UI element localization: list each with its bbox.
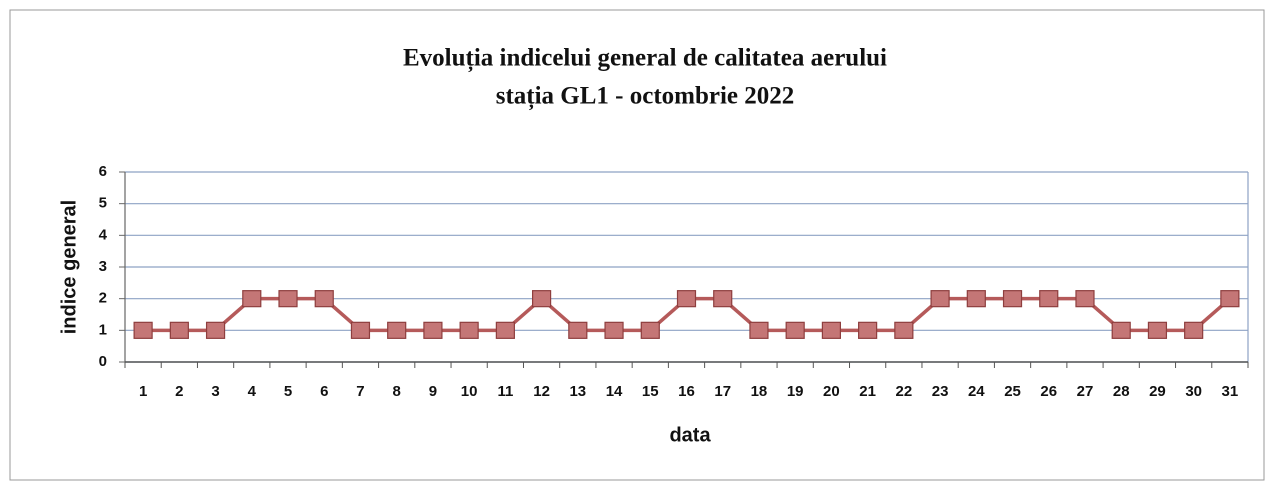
- x-tick-label: 16: [678, 383, 695, 400]
- x-tick-label: 1: [139, 383, 147, 400]
- marker: [278, 290, 298, 308]
- marker: [387, 321, 407, 339]
- marker: [749, 321, 769, 339]
- x-tick-label: 28: [1113, 383, 1130, 400]
- x-tick-label: 21: [859, 383, 876, 400]
- y-tick-label: 2: [99, 290, 107, 307]
- x-tick-label: 26: [1040, 383, 1057, 400]
- x-tick-label: 8: [393, 383, 401, 400]
- marker: [314, 290, 334, 308]
- marker: [242, 290, 262, 308]
- x-tick-label: 18: [751, 383, 768, 400]
- y-tick-label: 6: [99, 163, 107, 180]
- x-tick-label: 2: [175, 383, 183, 400]
- x-tick-label: 31: [1222, 383, 1239, 400]
- x-tick-label: 6: [320, 383, 328, 400]
- x-tick-label: 7: [356, 383, 364, 400]
- marker: [713, 290, 733, 308]
- x-tick-label: 3: [211, 383, 219, 400]
- y-axis-label: indice general: [58, 200, 80, 335]
- x-tick-label: 17: [714, 383, 731, 400]
- marker: [966, 290, 986, 308]
- x-tick-label: 14: [606, 383, 623, 400]
- x-tick-label: 4: [248, 383, 257, 400]
- marker: [785, 321, 805, 339]
- marker: [1039, 290, 1059, 308]
- x-axis-label: data: [669, 424, 711, 446]
- y-tick-label: 5: [99, 195, 107, 212]
- x-tick-label: 25: [1004, 383, 1021, 400]
- x-tick-label: 29: [1149, 383, 1166, 400]
- marker: [531, 290, 552, 308]
- marker: [858, 321, 878, 339]
- marker: [930, 290, 950, 308]
- marker: [133, 321, 153, 339]
- marker: [568, 321, 588, 339]
- marker: [495, 321, 515, 339]
- x-tick-label: 19: [787, 383, 804, 400]
- chart-title: Evoluția indicelui general de calitatea …: [403, 45, 887, 73]
- x-tick-label: 20: [823, 383, 840, 400]
- x-tick-label: 9: [429, 383, 437, 400]
- marker: [821, 321, 842, 339]
- marker: [604, 321, 624, 339]
- y-tick-label: 3: [99, 258, 107, 275]
- x-tick-label: 22: [896, 383, 913, 400]
- chart-subtitle: stația GL1 - octombrie 2022: [496, 83, 795, 111]
- x-tick-label: 15: [642, 383, 659, 400]
- x-tick-label: 12: [533, 383, 550, 400]
- marker: [205, 321, 226, 339]
- marker: [423, 321, 443, 339]
- marker: [459, 321, 479, 339]
- x-tick-label: 27: [1077, 383, 1094, 400]
- marker: [676, 290, 697, 308]
- marker: [350, 321, 371, 339]
- chart-frame: [9, 9, 1265, 481]
- marker: [169, 321, 189, 339]
- marker: [1002, 290, 1023, 308]
- marker: [1111, 321, 1131, 339]
- x-tick-label: 5: [284, 383, 292, 400]
- x-tick-label: 10: [461, 383, 478, 400]
- marker: [1147, 321, 1168, 339]
- marker: [1075, 290, 1095, 308]
- x-tick-label: 30: [1185, 383, 1202, 400]
- marker: [894, 321, 914, 339]
- y-tick-label: 1: [99, 321, 107, 338]
- x-tick-label: 13: [569, 383, 586, 400]
- x-tick-label: 11: [497, 383, 513, 400]
- marker: [1184, 321, 1204, 339]
- y-tick-label: 4: [99, 226, 108, 243]
- marker: [640, 321, 660, 339]
- y-tick-label: 0: [99, 353, 107, 370]
- marker: [1220, 290, 1240, 308]
- x-tick-label: 23: [932, 383, 949, 400]
- x-tick-label: 24: [968, 383, 985, 400]
